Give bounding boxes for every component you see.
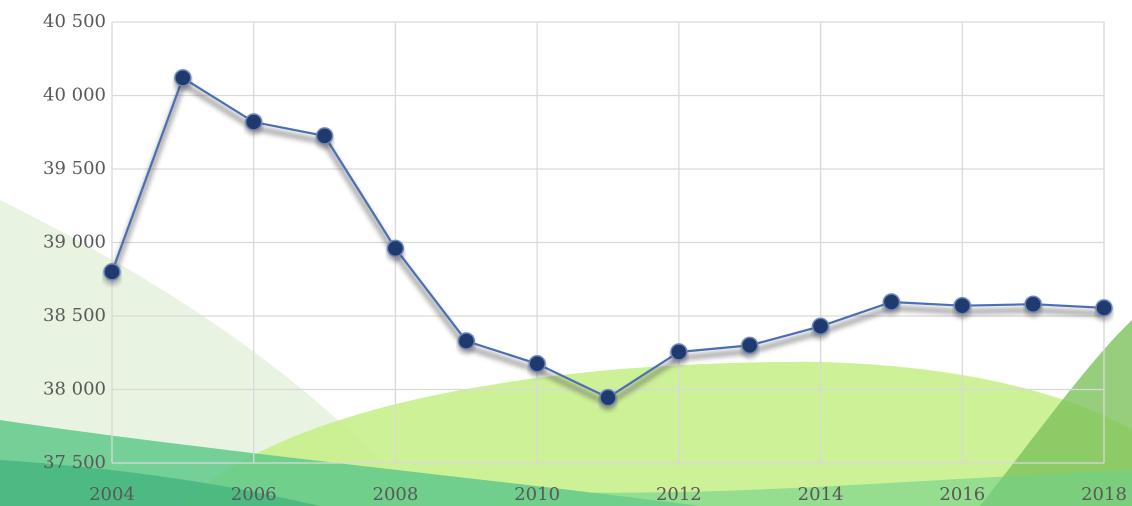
marker: [1024, 295, 1042, 313]
x-tick-label: 2014: [798, 484, 844, 505]
marker: [1095, 299, 1113, 317]
marker: [953, 296, 972, 315]
marker: [528, 355, 546, 373]
marker: [244, 113, 263, 131]
x-tick-label: 2016: [939, 484, 985, 505]
line-shadow: [109, 79, 1105, 408]
x-tick-label: 2018: [1081, 484, 1127, 505]
marker: [811, 317, 830, 336]
x-tick-label: 2010: [514, 484, 560, 505]
x-tick-label: 2006: [231, 484, 277, 505]
y-tick-label: 40 000: [43, 85, 106, 106]
x-tick-label: 2008: [373, 484, 419, 505]
y-tick-label: 39 500: [43, 158, 106, 179]
marker: [315, 127, 334, 145]
x-tick-label: 2004: [89, 484, 135, 505]
plot: [103, 69, 1113, 411]
marker: [386, 239, 405, 258]
y-tick-label: 40 500: [43, 11, 106, 32]
y-tick-label: 39 000: [43, 232, 106, 253]
labels: 37 500 38 000 38 500 39 000 39 500 40 000 40 5…: [43, 11, 1127, 505]
marker: [740, 336, 759, 355]
y-tick-label: 38 500: [43, 305, 106, 326]
marker: [457, 332, 476, 350]
y-tick-label: 37 500: [43, 452, 106, 473]
y-tick-label: 38 000: [43, 379, 106, 400]
marker: [103, 263, 121, 281]
grid: [111, 21, 1105, 464]
marker: [670, 343, 688, 361]
marker: [174, 69, 192, 87]
x-tick-label: 2012: [656, 484, 702, 505]
marker: [882, 293, 901, 311]
marker: [599, 388, 617, 407]
